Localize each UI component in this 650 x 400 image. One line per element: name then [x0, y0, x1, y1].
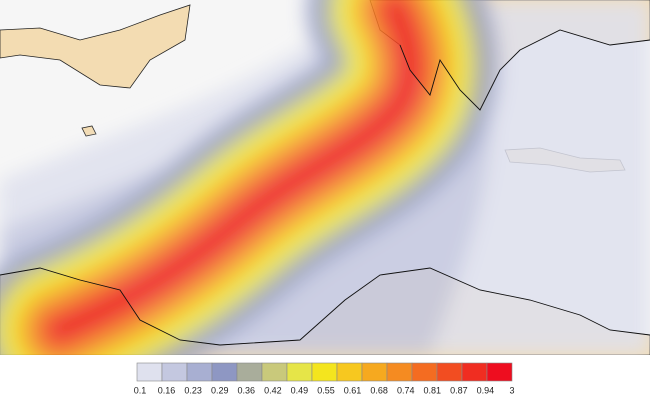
colorbar-box	[236, 362, 263, 382]
colorbar-box	[136, 362, 163, 382]
colorbar-box	[486, 362, 513, 382]
colorbar-label: 0.81	[424, 385, 442, 395]
colorbar-label: 0.1	[134, 385, 147, 395]
colorbar-box	[386, 362, 413, 382]
colorbar-label: 0.23	[184, 385, 202, 395]
colorbar-box	[286, 362, 313, 382]
coastline	[0, 29, 650, 346]
colorbar-box	[261, 362, 288, 382]
colorbar-box	[161, 362, 188, 382]
colorbar-label: 0.16	[158, 385, 176, 395]
colorbar-box	[211, 362, 238, 382]
colorbar-box	[336, 362, 363, 382]
colorbar-label: 0.36	[238, 385, 256, 395]
colorbar: 0.1 0.16 0.23 0.29 0.36 0.42 0.49 0.55 0.61 0.68 0…	[134, 362, 515, 395]
colorbar-label: 0.55	[317, 385, 335, 395]
colorbar-box	[361, 362, 388, 382]
colorbar-label: 0.68	[370, 385, 388, 395]
colorbar-box	[436, 362, 463, 382]
colorbar-label: 0.94	[477, 385, 495, 395]
colorbar-label: 0.61	[344, 385, 362, 395]
colorbar-box	[411, 362, 438, 382]
colorbar-box	[311, 362, 338, 382]
colorbar-label: 0.87	[450, 385, 468, 395]
colorbar-box	[461, 362, 488, 382]
colorbar-label: 0.29	[211, 385, 229, 395]
colorbar-label: 0.42	[264, 385, 282, 395]
colorbar-label: 0.49	[291, 385, 309, 395]
field-shading	[0, 0, 650, 355]
map	[0, 0, 650, 355]
field-band	[53, 3, 417, 337]
colorbar-label: 0.74	[397, 385, 415, 395]
colorbar-box	[186, 362, 213, 382]
colorbar-label: 3	[509, 385, 514, 395]
